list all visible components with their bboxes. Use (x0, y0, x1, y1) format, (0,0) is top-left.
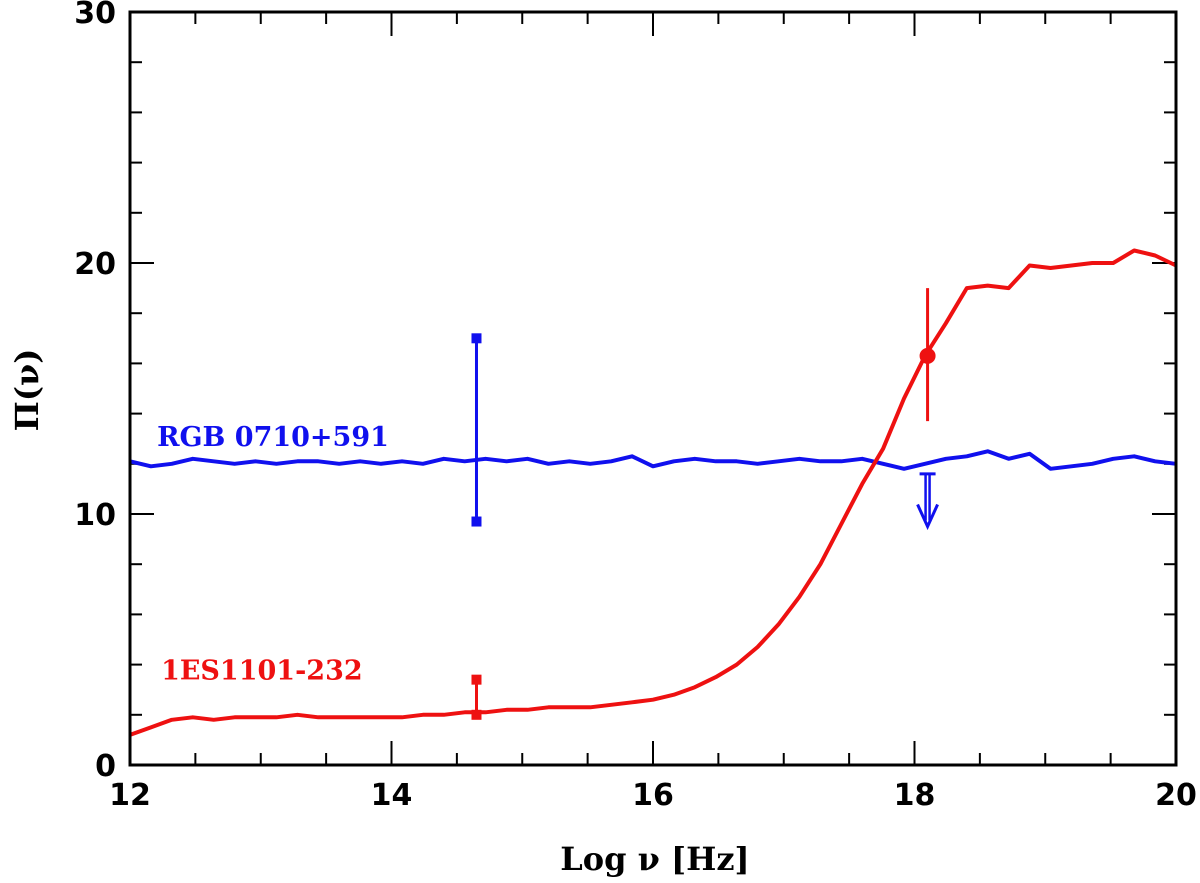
y-tick-label: 10 (74, 498, 116, 533)
y-tick-label: 0 (95, 749, 116, 784)
y-tick-label: 20 (74, 247, 116, 282)
x-tick-label: 16 (632, 778, 674, 813)
series-label-1es1101-232: 1ES1101-232 (161, 656, 363, 687)
y-axis-title: Π(ν) (8, 349, 46, 432)
tick-labels: 12 14 16 18 20 0 10 20 30 (74, 0, 1197, 813)
x-tick-label: 12 (109, 778, 151, 813)
error-bar-cap (471, 674, 482, 685)
plot-series (129, 248, 1177, 737)
x-axis-title: Log ν [Hz] (560, 840, 749, 878)
series-label-rgb-0710-591: RGB 0710+591 (157, 422, 389, 453)
axis-ticks (129, 11, 1177, 766)
x-tick-label: 18 (894, 778, 936, 813)
x-tick-label: 20 (1155, 778, 1197, 813)
upper-limit-arrowhead (916, 503, 939, 531)
error-bar-cap (471, 709, 482, 720)
error-bar-cap (471, 516, 482, 527)
y-tick-label: 30 (74, 0, 116, 31)
series-line-rgb-0710-591 (129, 449, 1177, 471)
error-bar-cap (471, 333, 482, 344)
series-line-1es1101-232 (129, 248, 1177, 737)
plot-frame (128, 10, 1178, 767)
x-tick-label: 14 (371, 778, 413, 813)
error-bars (471, 288, 939, 720)
data-point (919, 347, 936, 364)
